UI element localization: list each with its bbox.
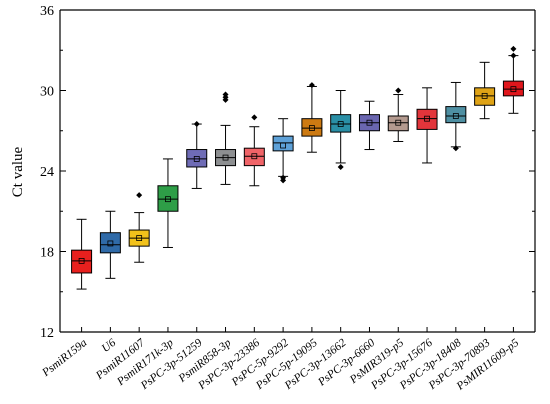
- y-tick-label: 12: [40, 326, 54, 341]
- mean-marker: [481, 92, 488, 99]
- box-PsPC-3p-13662: [330, 90, 352, 170]
- box-PsPC-3p-51259: [186, 121, 208, 189]
- mean-marker: [251, 153, 258, 160]
- box-PsPC-3p-6660: [358, 100, 380, 151]
- outlier-point: [395, 87, 402, 94]
- mean-marker: [193, 156, 200, 162]
- outlier-point: [251, 114, 258, 121]
- outlier-point: [510, 45, 517, 52]
- box-PsmiR171k-3p: [157, 158, 179, 248]
- outlier-point: [193, 121, 200, 128]
- box-PsmiR11607: [128, 192, 150, 263]
- y-tick-label: 30: [40, 85, 54, 100]
- box-PsMIR11609-p5: [502, 45, 524, 114]
- box-PsPC-3p-23386: [243, 114, 265, 187]
- mean-marker: [308, 125, 315, 131]
- mean-marker: [222, 154, 229, 161]
- mean-marker: [510, 86, 517, 93]
- outlier-point: [452, 145, 459, 152]
- mean-marker: [165, 196, 171, 203]
- outlier-point: [222, 91, 229, 98]
- box-iqr: [502, 80, 524, 97]
- y-tick-label: 24: [40, 165, 54, 180]
- box-iqr: [186, 149, 208, 168]
- mean-marker: [78, 257, 85, 264]
- box-PsPC-3p-18408: [445, 81, 467, 152]
- outlier-point: [510, 52, 517, 59]
- box-PsPC-3p-15676: [416, 87, 438, 164]
- mean-marker: [366, 119, 373, 126]
- box-iqr: [272, 135, 294, 152]
- x-tick-label: PsmiR159a: [39, 337, 89, 380]
- y-tick-label: 18: [40, 246, 54, 261]
- y-axis-title: Ct value: [10, 146, 26, 197]
- y-tick-label: 36: [40, 4, 54, 19]
- box-iqr: [330, 114, 352, 133]
- box-U6: [99, 210, 121, 279]
- box-PsMIR319-p5: [387, 87, 409, 142]
- outlier-point: [308, 82, 315, 89]
- box-iqr: [387, 115, 409, 132]
- mean-marker: [452, 113, 459, 119]
- mean-marker: [107, 240, 114, 247]
- mean-marker: [280, 142, 287, 149]
- outlier-point: [136, 192, 143, 199]
- box-iqr: [157, 185, 179, 212]
- box-iqr: [243, 147, 265, 167]
- box-iqr: [99, 232, 121, 254]
- outlier-point: [337, 163, 344, 170]
- box-PsPC-5p-19095: [301, 82, 323, 153]
- plot-area: [71, 45, 524, 290]
- box-iqr: [416, 108, 438, 130]
- box-PsmiR159a: [71, 218, 93, 290]
- box-iqr: [474, 87, 496, 106]
- box-PsmiR858-3p: [215, 91, 237, 185]
- mean-marker: [337, 121, 344, 127]
- outlier-point: [280, 174, 287, 181]
- x-tick-label: U6: [100, 337, 119, 355]
- mean-marker: [395, 119, 402, 126]
- box-PsPC-3p-70893: [474, 61, 496, 120]
- mean-marker: [136, 235, 143, 241]
- box-iqr: [445, 106, 467, 124]
- box-iqr: [71, 249, 93, 274]
- box-iqr: [301, 118, 323, 137]
- mean-marker: [424, 115, 430, 122]
- box-PsPC-5p-9292: [272, 118, 294, 184]
